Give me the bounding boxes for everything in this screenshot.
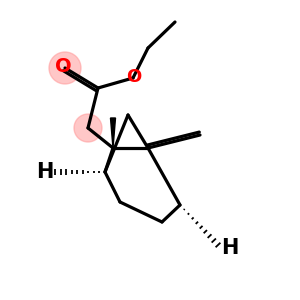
Text: H: H: [36, 162, 54, 182]
Circle shape: [49, 52, 81, 84]
Text: O: O: [55, 58, 71, 76]
Text: O: O: [126, 68, 142, 86]
Text: H: H: [221, 238, 239, 258]
Circle shape: [74, 114, 102, 142]
Polygon shape: [110, 118, 116, 148]
